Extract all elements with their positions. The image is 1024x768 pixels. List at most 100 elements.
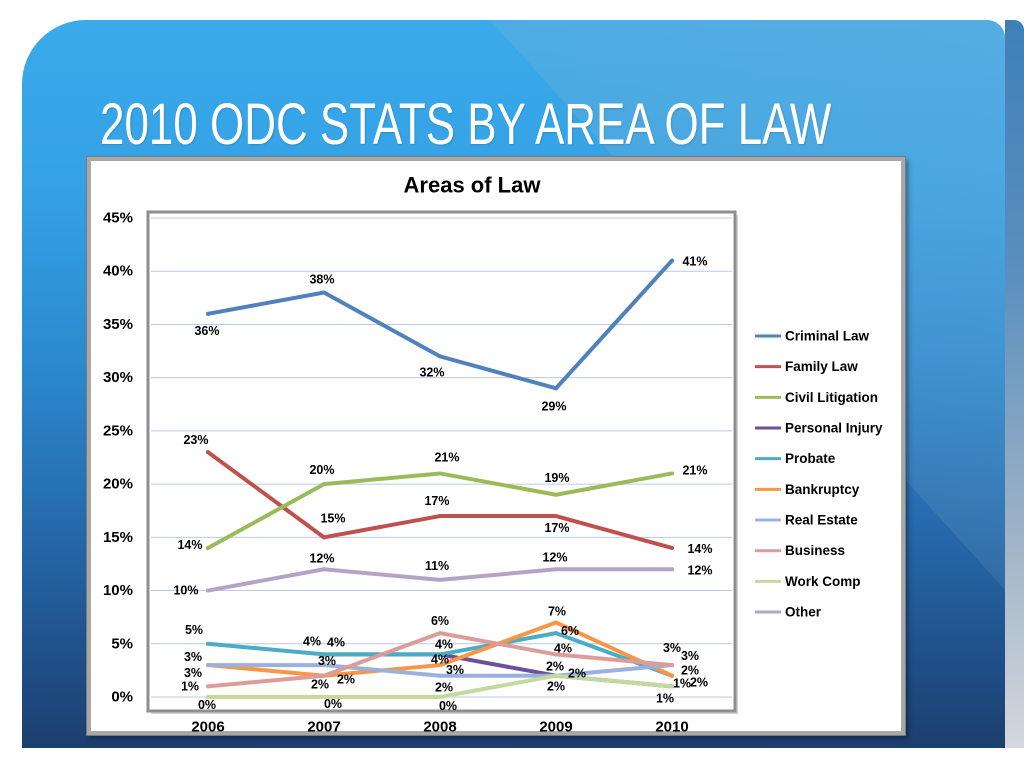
data-point bbox=[206, 545, 210, 550]
legend-item-personal-injury: Personal Injury bbox=[755, 421, 883, 436]
data-label: 3% bbox=[184, 666, 202, 680]
data-label: 5% bbox=[185, 623, 203, 637]
data-point bbox=[206, 684, 210, 689]
series-civil-litigation bbox=[206, 471, 674, 550]
data-label: 2% bbox=[337, 673, 355, 687]
data-point bbox=[206, 311, 210, 316]
data-point bbox=[554, 620, 558, 625]
data-label: 3% bbox=[681, 649, 699, 663]
data-label: 10% bbox=[173, 584, 198, 598]
data-label: 3% bbox=[663, 641, 681, 655]
y-tick-label: 10% bbox=[103, 582, 133, 599]
data-label: 12% bbox=[542, 550, 567, 564]
y-tick-label: 0% bbox=[111, 689, 133, 706]
legend-label: Bankruptcy bbox=[785, 482, 860, 497]
data-label: 7% bbox=[548, 604, 566, 618]
data-label: 41% bbox=[682, 255, 707, 269]
data-point bbox=[322, 695, 326, 699]
data-label: 3% bbox=[446, 663, 464, 677]
legend: Criminal Law Family Law Civil Litigation Pe… bbox=[755, 329, 883, 620]
data-label: 6% bbox=[561, 624, 579, 638]
data-point bbox=[438, 354, 442, 359]
series-family-law bbox=[206, 450, 674, 550]
data-label: 14% bbox=[177, 538, 202, 552]
data-label: 14% bbox=[687, 542, 712, 556]
data-label: 17% bbox=[424, 494, 449, 508]
chart-frame: Areas of Law 0% 5% 10% 15% 20% 25% 30% 35% 40% 45… bbox=[87, 157, 905, 735]
data-label: 4% bbox=[431, 652, 449, 666]
legend-label: Civil Litigation bbox=[785, 390, 878, 405]
legend-item-other: Other bbox=[755, 605, 822, 620]
data-label: 0% bbox=[198, 698, 216, 712]
data-point bbox=[554, 514, 558, 519]
data-label: 15% bbox=[320, 511, 345, 525]
data-point bbox=[670, 663, 674, 668]
data-point bbox=[206, 695, 210, 699]
y-tick-label: 45% bbox=[103, 210, 133, 227]
data-label: 6% bbox=[431, 614, 449, 628]
data-label: 12% bbox=[309, 551, 334, 565]
data-label: 21% bbox=[434, 450, 459, 464]
data-label: 0% bbox=[324, 697, 342, 711]
data-label: 2% bbox=[547, 680, 565, 694]
data-label: 2% bbox=[435, 681, 453, 695]
data-point bbox=[670, 684, 674, 689]
data-labels: 36% 38% 32% 29% 41% 23% 15% 17% 17% 14% 14% 20% 21% 1… bbox=[173, 255, 712, 713]
data-point bbox=[554, 631, 558, 636]
data-point bbox=[322, 663, 326, 668]
data-point bbox=[206, 663, 210, 668]
legend-label: Work Comp bbox=[785, 574, 861, 589]
x-tick-label: 2007 bbox=[307, 719, 340, 736]
legend-label: Real Estate bbox=[785, 513, 858, 528]
data-point bbox=[322, 567, 326, 572]
data-label: 0% bbox=[439, 699, 457, 713]
data-label: 23% bbox=[183, 433, 208, 447]
y-tick-label: 40% bbox=[103, 263, 133, 280]
axes: 0% 5% 10% 15% 20% 25% 30% 35% 40% 45% 2006 2007 2008… bbox=[103, 210, 689, 736]
data-point bbox=[438, 652, 442, 657]
data-point bbox=[554, 492, 558, 497]
y-tick-label: 15% bbox=[103, 529, 133, 546]
data-point bbox=[322, 673, 326, 678]
series-work-comp bbox=[206, 673, 674, 699]
x-tick-label: 2006 bbox=[191, 719, 224, 736]
x-tick-label: 2008 bbox=[423, 719, 456, 736]
data-point bbox=[670, 258, 674, 263]
data-label: 1% bbox=[181, 679, 199, 693]
data-label: 2% bbox=[546, 660, 564, 674]
legend-label: Business bbox=[785, 543, 845, 558]
data-label: 20% bbox=[309, 463, 334, 477]
y-tick-label: 30% bbox=[103, 369, 133, 386]
data-point bbox=[554, 652, 558, 657]
data-point bbox=[206, 450, 210, 455]
data-label: 36% bbox=[194, 324, 219, 338]
data-label: 2% bbox=[681, 664, 699, 678]
slide-title: 2010 ODC STATS BY AREA OF LAW bbox=[100, 92, 832, 157]
legend-item-civil-litigation: Civil Litigation bbox=[755, 390, 878, 405]
x-tick-label: 2009 bbox=[539, 719, 572, 736]
right-edge-band bbox=[1005, 20, 1024, 748]
data-point bbox=[670, 673, 674, 678]
line-chart: Areas of Law 0% 5% 10% 15% 20% 25% 30% 35% 40% 45… bbox=[87, 157, 905, 735]
data-point bbox=[438, 631, 442, 636]
legend-item-work-comp: Work Comp bbox=[755, 574, 861, 589]
data-label: 17% bbox=[544, 521, 569, 535]
data-label: 1% bbox=[673, 676, 691, 690]
legend-item-family-law: Family Law bbox=[755, 359, 858, 374]
data-label: 4% bbox=[435, 637, 453, 651]
legend-item-probate: Probate bbox=[755, 451, 836, 466]
data-label: 29% bbox=[541, 399, 566, 413]
data-label: 3% bbox=[184, 650, 202, 664]
data-point bbox=[438, 514, 442, 519]
data-point bbox=[554, 567, 558, 572]
data-point bbox=[438, 663, 442, 668]
data-point bbox=[670, 545, 674, 550]
data-label: 12% bbox=[687, 563, 712, 577]
y-tick-label: 20% bbox=[103, 476, 133, 493]
data-label: 3% bbox=[318, 654, 336, 668]
data-label: 32% bbox=[419, 365, 444, 379]
series-lines bbox=[206, 258, 674, 699]
legend-item-real-estate: Real Estate bbox=[755, 513, 858, 528]
data-point bbox=[206, 588, 210, 593]
